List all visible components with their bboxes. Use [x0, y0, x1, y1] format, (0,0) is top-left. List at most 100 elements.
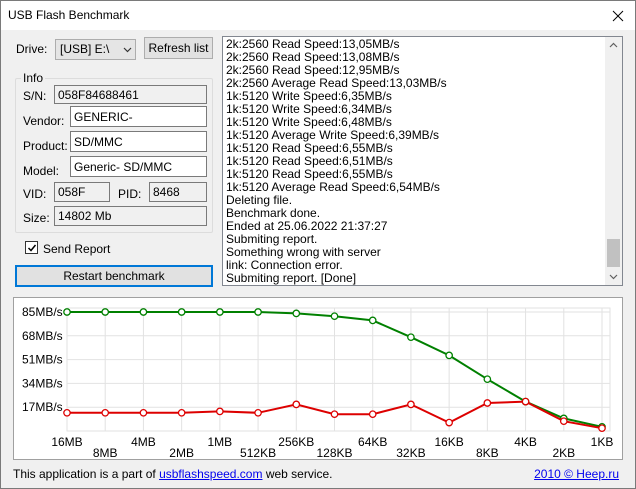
- pid-field: 8468: [149, 182, 207, 202]
- series-point-1: [139, 408, 148, 417]
- series-point-1: [101, 408, 110, 417]
- series-point-1: [368, 410, 377, 419]
- vendor-field: GENERIC-: [70, 106, 207, 127]
- series-point-1: [483, 399, 492, 407]
- series-point-1: [559, 417, 568, 426]
- log-line: 1k:5120 Average Write Speed:6,39MB/s: [226, 128, 440, 142]
- log-textbox[interactable]: 2k:2560 Read Speed:13,05MB/s 2k:2560 Read…: [222, 36, 623, 286]
- log-line: 2k:2560 Average Read Speed:13,03MB/s: [226, 76, 447, 90]
- x-tick-label: 256KB: [278, 435, 314, 449]
- y-tick-label: 17MB/s: [22, 400, 63, 414]
- info-group-title: Info: [21, 71, 46, 85]
- sn-field: 058F84688461: [54, 85, 207, 104]
- log-line: 1k:5120 Read Speed:6,55MB/s: [226, 167, 393, 181]
- pid-label: PID:: [118, 187, 142, 201]
- series-point-0: [368, 316, 377, 325]
- log-line: 1k:5120 Read Speed:6,55MB/s: [226, 141, 393, 155]
- scroll-down-button[interactable]: [605, 268, 622, 285]
- log-line: Ended at 25.06.2022 21:37:27: [226, 219, 388, 233]
- series-point-1: [407, 400, 415, 409]
- series-point-1: [177, 408, 186, 417]
- checkmark-icon: [27, 244, 37, 252]
- log-line: Submiting report.: [226, 232, 318, 246]
- log-line: 2k:2560 Read Speed:13,08MB/s: [226, 50, 400, 64]
- x-tick-label: 16KB: [434, 435, 463, 449]
- x-tick-label: 128KB: [316, 446, 352, 460]
- info-groupbox: [15, 78, 213, 233]
- series-point-0: [483, 375, 492, 384]
- scroll-up-button[interactable]: [605, 37, 622, 54]
- vid-label: VID:: [23, 187, 47, 201]
- send-report-label[interactable]: Send Report: [43, 242, 111, 256]
- footer-prefix: This application is a part of: [13, 467, 160, 481]
- log-line: 1k:5120 Write Speed:6,35MB/s: [226, 89, 392, 103]
- y-tick-label: 34MB/s: [22, 376, 63, 390]
- usbflashspeed-link[interactable]: usbflashspeed.com: [159, 467, 263, 481]
- close-button[interactable]: [601, 1, 635, 30]
- x-tick-label: 16MB: [51, 435, 82, 449]
- vid-field: 058F: [54, 182, 110, 202]
- log-line: Submiting report. [Done]: [226, 271, 357, 285]
- size-label: Size:: [23, 211, 50, 225]
- chevron-down-icon: [609, 274, 618, 280]
- series-point-0: [63, 308, 71, 316]
- y-tick-label: 68MB/s: [22, 329, 63, 343]
- log-lines: 2k:2560 Read Speed:13,05MB/s 2k:2560 Read…: [226, 38, 447, 285]
- model-field: Generic- SD/MMC: [70, 156, 207, 177]
- series-point-1: [254, 408, 262, 417]
- sn-label: S/N:: [23, 89, 47, 103]
- x-tick-label: 2KB: [552, 446, 575, 460]
- log-scrollbar[interactable]: [605, 37, 622, 285]
- series-point-0: [445, 351, 453, 360]
- x-tick-label: 64KB: [358, 435, 387, 449]
- send-report-checkbox[interactable]: [25, 241, 38, 254]
- footer-note: This application is a part of usbflashsp…: [13, 467, 333, 481]
- series-point-0: [139, 308, 148, 316]
- log-line: link: Connection error.: [226, 258, 343, 272]
- log-line: Something wrong with server: [226, 245, 381, 259]
- log-line: 1k:5120 Write Speed:6,34MB/s: [226, 102, 392, 116]
- log-line: 1k:5120 Average Read Speed:6,54MB/s: [226, 180, 440, 194]
- x-tick-label: 32KB: [396, 446, 425, 460]
- x-tick-label: 1KB: [591, 435, 614, 449]
- restart-benchmark-button[interactable]: Restart benchmark: [15, 265, 213, 287]
- footer-suffix: web service.: [262, 467, 333, 481]
- vendor-label: Vendor:: [23, 114, 65, 128]
- x-tick-label: 8MB: [93, 446, 118, 460]
- log-line: 1k:5120 Read Speed:6,51MB/s: [226, 154, 393, 168]
- model-label: Model:: [23, 164, 60, 178]
- chevron-up-icon: [609, 42, 618, 48]
- heep-link[interactable]: 2010 © Heep.ru: [534, 467, 619, 481]
- scroll-thumb[interactable]: [607, 239, 620, 267]
- close-icon: [612, 10, 624, 21]
- log-line: 2k:2560 Read Speed:12,95MB/s: [226, 63, 400, 77]
- series-point-0: [254, 308, 262, 316]
- series-point-1: [216, 407, 224, 416]
- drive-label: Drive:: [16, 42, 48, 56]
- log-line: 1k:5120 Write Speed:6,48MB/s: [226, 115, 392, 129]
- speed-chart-svg: 85MB/s 68MB/s 51MB/s 34MB/s 17MB/s 16MB 8MB 4MB…: [22, 305, 614, 460]
- drive-select-value: [USB] E:\: [60, 42, 110, 56]
- x-tick-label: 2MB: [169, 446, 194, 460]
- y-tick-label: 51MB/s: [22, 353, 63, 367]
- title-bar: USB Flash Benchmark: [1, 1, 635, 30]
- refresh-list-button[interactable]: Refresh list: [144, 37, 213, 59]
- y-tick-label: 85MB/s: [22, 305, 63, 319]
- series-point-1: [292, 400, 301, 409]
- series-point-1: [598, 424, 606, 433]
- chevron-down-icon: [123, 47, 132, 53]
- series-point-0: [407, 333, 415, 342]
- drive-select[interactable]: [USB] E:\: [55, 39, 136, 60]
- copyright: 2010 © Heep.ru: [534, 467, 619, 481]
- product-label: Product:: [23, 139, 68, 153]
- series-point-1: [445, 418, 453, 427]
- x-tick-label: 8KB: [476, 446, 499, 460]
- speed-chart: 85MB/s 68MB/s 51MB/s 34MB/s 17MB/s 16MB 8MB 4MB…: [13, 297, 623, 460]
- x-tick-label: 1MB: [208, 435, 233, 449]
- series-point-0: [292, 309, 301, 318]
- log-line: Deleting file.: [226, 193, 293, 207]
- x-tick-label: 512KB: [240, 446, 276, 460]
- product-field: SD/MMC: [70, 131, 207, 152]
- log-line: Benchmark done.: [226, 206, 321, 220]
